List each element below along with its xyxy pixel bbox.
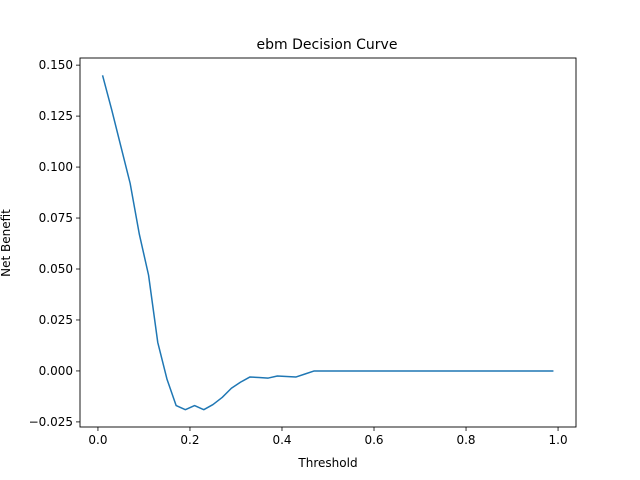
y-tick-label: 0.075 bbox=[39, 211, 73, 225]
y-tick-label: 0.100 bbox=[39, 160, 73, 174]
x-axis-label: Threshold bbox=[297, 456, 357, 470]
y-tick-label: 0.050 bbox=[39, 262, 73, 276]
plot-lines bbox=[101, 75, 554, 411]
x-tick-label: 1.0 bbox=[549, 433, 568, 447]
x-tick-label: 0.8 bbox=[456, 433, 475, 447]
chart-title: ebm Decision Curve bbox=[257, 37, 398, 53]
plot-area-frame bbox=[79, 57, 577, 428]
y-tick-label: 0.150 bbox=[39, 58, 73, 72]
y-tick-label: 0.125 bbox=[39, 109, 73, 123]
y-axis-label: Net Benefit bbox=[0, 209, 13, 277]
series-line-0 bbox=[101, 75, 554, 411]
x-tick-label: 0.0 bbox=[88, 433, 107, 447]
x-tick-label: 0.2 bbox=[180, 433, 199, 447]
y-tick-label: 0.000 bbox=[39, 364, 73, 378]
y-tick-label: −0.025 bbox=[29, 415, 73, 429]
x-tick-label: 0.6 bbox=[364, 433, 383, 447]
y-tick-label: 0.025 bbox=[39, 313, 73, 327]
x-tick-label: 0.4 bbox=[272, 433, 291, 447]
axis-ticks: 0.0 0.2 0.4 0.6 0.8 1.0 −0.025 0.000 0.025 0.050 0… bbox=[29, 58, 568, 447]
